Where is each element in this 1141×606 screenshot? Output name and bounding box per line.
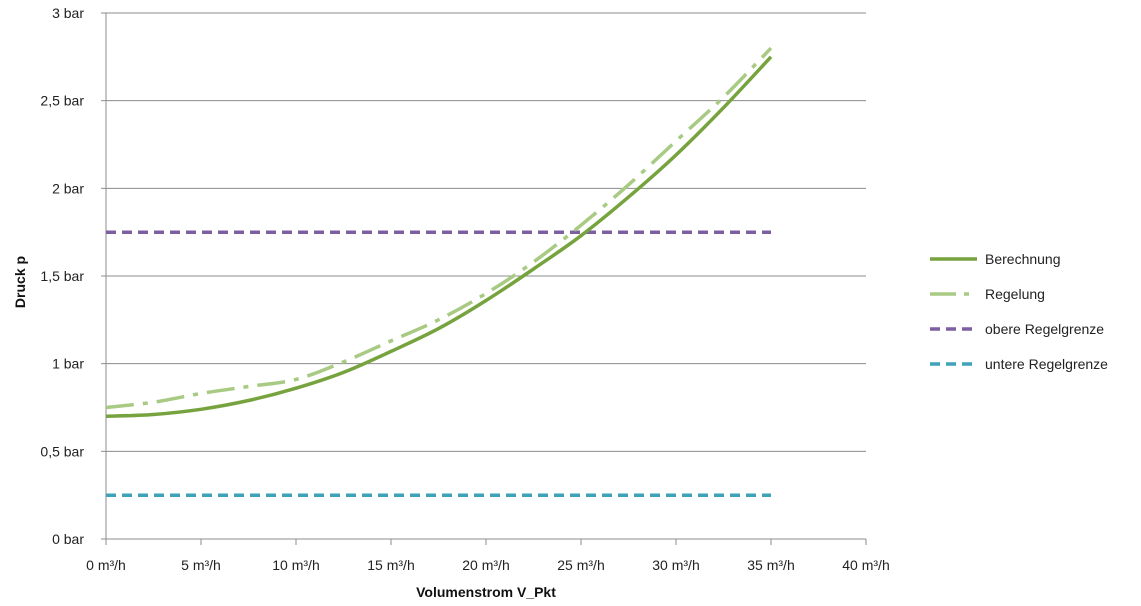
legend-label: untere Regelgrenze bbox=[985, 356, 1108, 372]
series-lines bbox=[105, 46, 773, 497]
x-tick-label: 35 m³/h bbox=[747, 557, 794, 573]
legend-label: Berechnung bbox=[985, 251, 1061, 267]
x-tick-label: 25 m³/h bbox=[557, 557, 604, 573]
legend-label: obere Regelgrenze bbox=[985, 321, 1104, 337]
legend-label: Regelung bbox=[985, 286, 1045, 302]
x-tick-label: 15 m³/h bbox=[367, 557, 414, 573]
y-tick-label: 2,5 bar bbox=[40, 93, 84, 109]
y-tick-label: 0 bar bbox=[52, 531, 84, 547]
series-line-1 bbox=[105, 55, 773, 419]
gridlines bbox=[106, 12, 866, 452]
legend: Berechnung Regelung obere Regelgrenze unter… bbox=[930, 251, 1108, 372]
x-axis-title: Volumenstrom V_Pkt bbox=[416, 584, 556, 600]
x-tick-label: 0 m³/h bbox=[86, 557, 126, 573]
x-tick-label: 30 m³/h bbox=[652, 557, 699, 573]
x-tick-label: 40 m³/h bbox=[842, 557, 889, 573]
y-axis-title: Druck p bbox=[12, 256, 28, 308]
x-tick-label: 5 m³/h bbox=[181, 557, 221, 573]
y-tick-labels: 0 bar 0,5 bar 1 bar 1,5 bar 2 bar 2,5 bar 3 ba… bbox=[40, 5, 84, 547]
y-tick-label: 2 bar bbox=[52, 180, 84, 196]
y-tick-label: 1,5 bar bbox=[40, 268, 84, 284]
axes bbox=[101, 12, 867, 545]
y-tick-label: 1 bar bbox=[52, 356, 84, 372]
series-line-2 bbox=[105, 46, 773, 410]
x-tick-label: 20 m³/h bbox=[462, 557, 509, 573]
x-tick-label: 10 m³/h bbox=[272, 557, 319, 573]
x-tick-labels: 0 m³/h 5 m³/h 10 m³/h 15 m³/h 20 m³/h 25 m³/h… bbox=[86, 557, 890, 573]
y-tick-label: 3 bar bbox=[52, 5, 84, 21]
y-tick-label: 0,5 bar bbox=[40, 443, 84, 459]
